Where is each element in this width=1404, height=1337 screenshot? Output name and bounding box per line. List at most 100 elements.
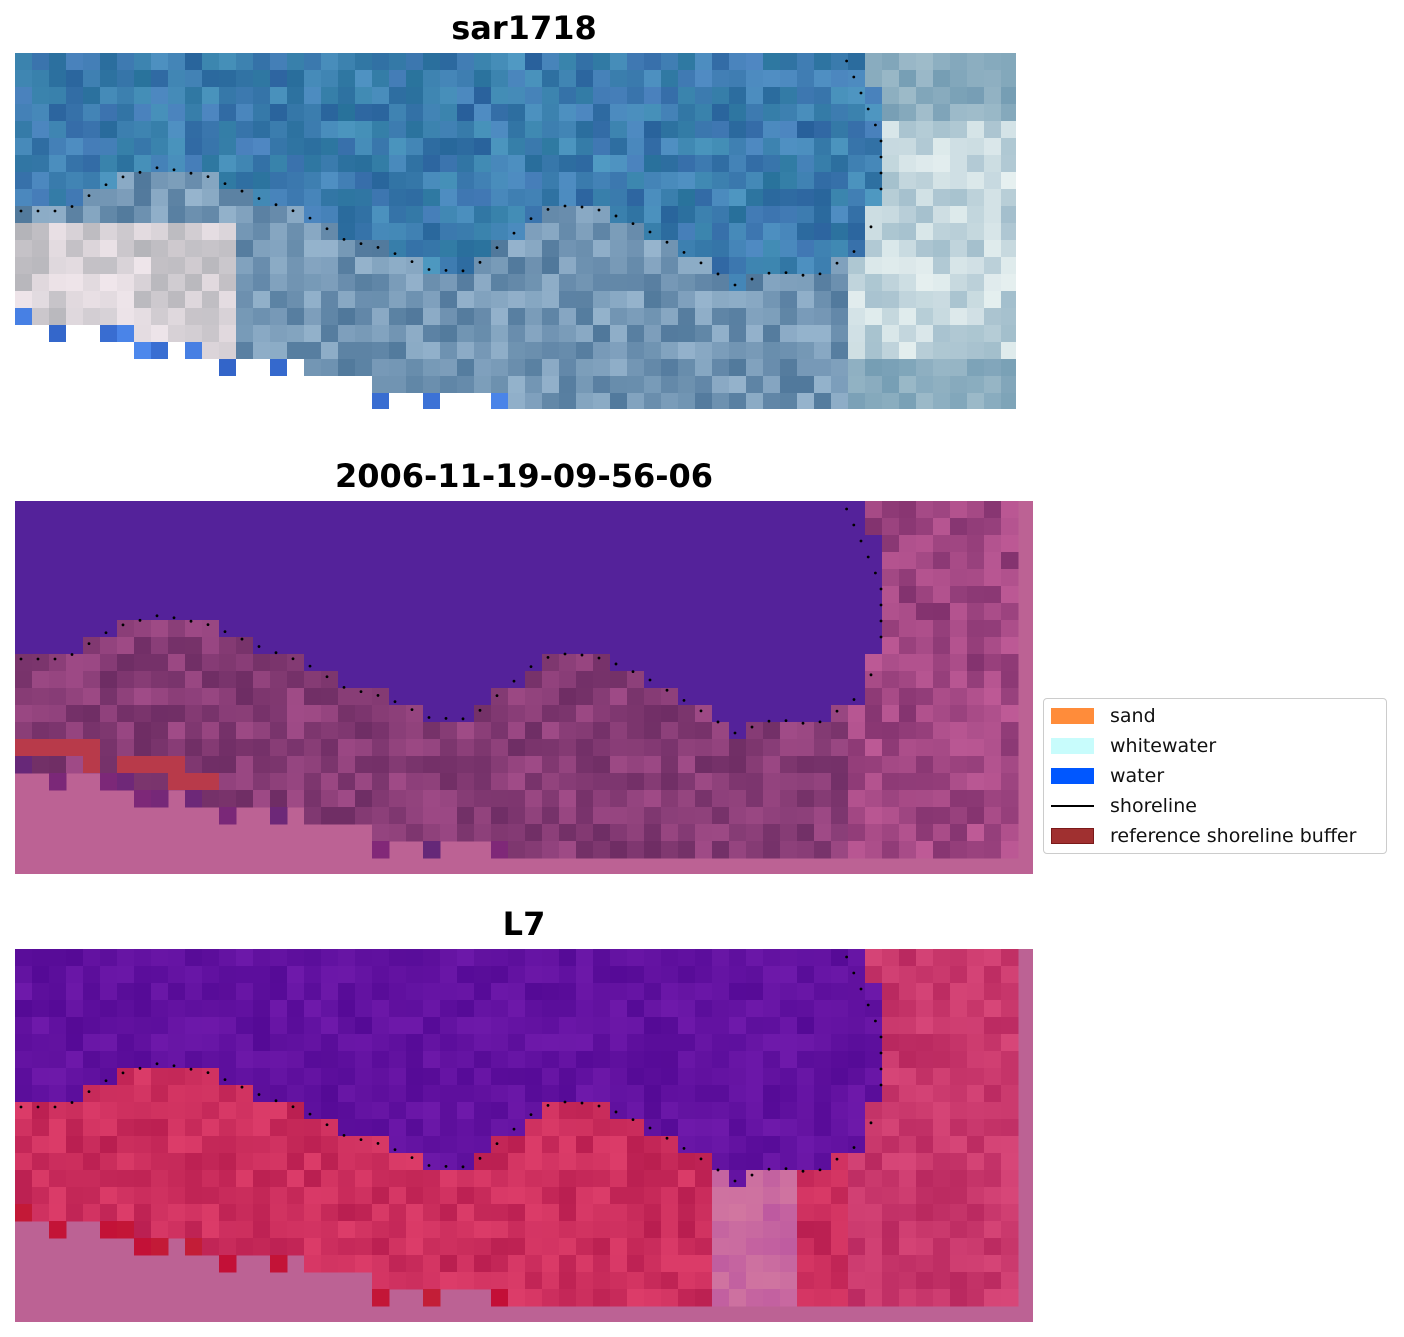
class-pixel [933, 518, 951, 536]
class-pixel [746, 756, 764, 774]
rgb-pixel [474, 104, 492, 122]
class-pixel [15, 722, 33, 740]
rgb-pixel [355, 223, 373, 241]
index-pixel [423, 1255, 441, 1273]
class-pixel [15, 637, 33, 655]
index-pixel [610, 1153, 628, 1171]
shoreline-dot [852, 1146, 856, 1149]
class-pixel [304, 552, 322, 570]
class-pixel [406, 722, 424, 740]
index-pixel [491, 1255, 509, 1273]
rgb-pixel [355, 274, 373, 292]
index-pixel [32, 1051, 50, 1069]
index-pixel [780, 1051, 798, 1069]
class-pixel [678, 722, 696, 740]
index-pixel [661, 1136, 679, 1154]
rgb-pixel [831, 104, 849, 122]
index-pixel [151, 1221, 169, 1239]
class-pixel [916, 688, 934, 706]
rgb-pixel [491, 87, 509, 105]
rgb-pixel [338, 359, 356, 377]
index-pixel [508, 1000, 526, 1018]
class-pixel [848, 603, 866, 621]
class-pixel [168, 654, 186, 672]
rgb-pixel [508, 121, 526, 139]
rgb-pixel [15, 274, 33, 292]
index-pixel [270, 1153, 288, 1171]
rgb-pixel [236, 308, 254, 326]
rgb-pixel [1001, 70, 1016, 88]
class-pixel [593, 739, 611, 757]
class-pixel [134, 637, 152, 655]
index-pixel [559, 1000, 577, 1018]
index-pixel [304, 1170, 322, 1188]
class-pixel [474, 569, 492, 587]
rgb-pixel [66, 121, 84, 139]
rgb-pixel [32, 70, 50, 88]
index-pixel [49, 1119, 67, 1137]
rgb-pixel [559, 87, 577, 105]
index-pixel [814, 1051, 832, 1069]
rgb-pixel [474, 393, 492, 409]
class-pixel [440, 756, 458, 774]
index-pixel [678, 1017, 696, 1035]
class-pixel [440, 722, 458, 740]
rgb-pixel [49, 376, 67, 394]
rgb-pixel [780, 291, 798, 309]
index-pixel [780, 966, 798, 984]
class-pixel [661, 756, 679, 774]
class-pixel [576, 841, 594, 859]
index-pixel [831, 1017, 849, 1035]
class-pixel [304, 705, 322, 723]
class-pixel [508, 756, 526, 774]
index-pixel [66, 1017, 84, 1035]
rgb-pixel [916, 138, 934, 156]
index-pixel [729, 1153, 747, 1171]
index-pixel [627, 1034, 645, 1052]
index-pixel [678, 1102, 696, 1120]
class-pixel [729, 654, 747, 672]
rgb-pixel [729, 104, 747, 122]
rgb-pixel [168, 325, 186, 343]
index-pixel [542, 1136, 560, 1154]
index-pixel [168, 1119, 186, 1137]
index-pixel [848, 1034, 866, 1052]
index-pixel [967, 1170, 985, 1188]
class-pixel [389, 722, 407, 740]
rgb-pixel [627, 104, 645, 122]
rgb-pixel [423, 87, 441, 105]
class-pixel [83, 586, 101, 604]
rgb-pixel [406, 393, 424, 409]
rgb-pixel [593, 121, 611, 139]
class-pixel [491, 671, 509, 689]
rgb-pixel [491, 53, 509, 71]
class-pixel [100, 671, 118, 689]
class-pixel [406, 773, 424, 791]
index-pixel [899, 1289, 917, 1307]
rgb-pixel [712, 240, 730, 258]
rgb-pixel [746, 359, 764, 377]
rgb-pixel [49, 223, 67, 241]
index-pixel [151, 1119, 169, 1137]
rgb-pixel [15, 308, 33, 326]
rgb-pixel [593, 155, 611, 173]
rgb-pixel [253, 308, 271, 326]
index-pixel [66, 1068, 84, 1086]
index-pixel [644, 1187, 662, 1205]
rgb-pixel [474, 189, 492, 207]
index-pixel [542, 1068, 560, 1086]
index-pixel [423, 1102, 441, 1120]
index-pixel [66, 1085, 84, 1103]
index-pixel [593, 1153, 611, 1171]
rgb-pixel [695, 87, 713, 105]
class-pixel [695, 807, 713, 825]
class-pixel [1001, 518, 1019, 536]
shoreline-dot [818, 720, 822, 724]
class-pixel [440, 518, 458, 536]
rgb-pixel [491, 223, 509, 241]
rgb-pixel [950, 121, 968, 139]
rgb-pixel [576, 257, 594, 275]
class-pixel [423, 620, 441, 638]
index-pixel [321, 1187, 339, 1205]
class-pixel [729, 688, 747, 706]
